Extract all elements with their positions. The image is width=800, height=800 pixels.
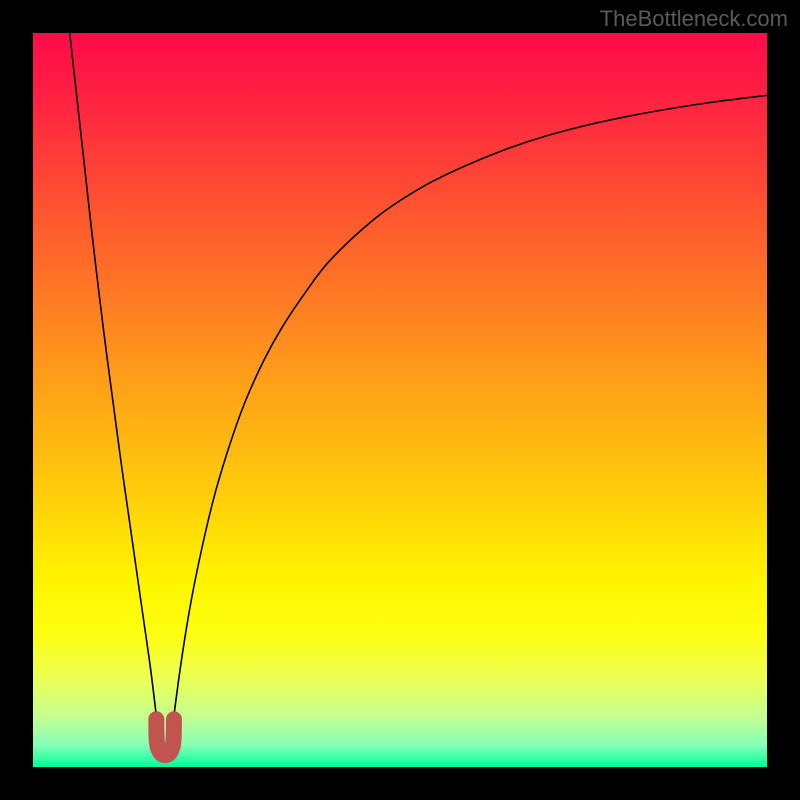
plot-background [33,33,767,767]
bottleneck-chart [0,0,800,800]
chart-container: TheBottleneck.com [0,0,800,800]
watermark-text: TheBottleneck.com [600,6,788,32]
